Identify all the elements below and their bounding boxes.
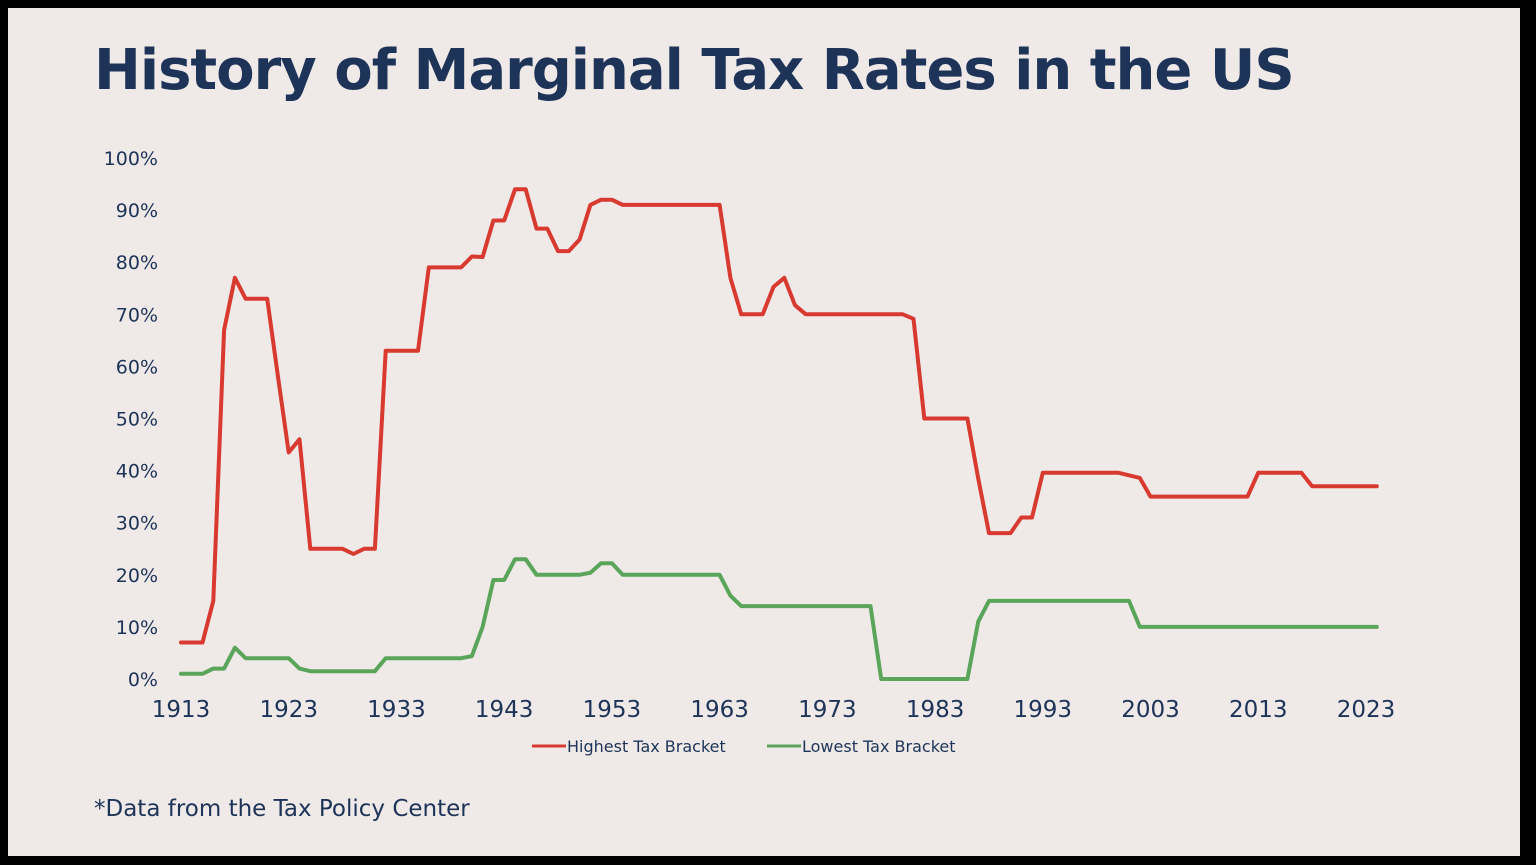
x-tick-label: 1963 (690, 697, 749, 723)
y-tick-label: 40% (116, 461, 158, 483)
x-tick-label: 1983 (906, 697, 965, 723)
series-line-lowest (179, 557, 1379, 681)
legend-label: Highest Tax Bracket (567, 737, 726, 756)
y-tick-label: 0% (128, 669, 158, 691)
legend-label: Lowest Tax Bracket (802, 737, 956, 756)
x-tick-label: 1913 (152, 697, 211, 723)
x-tick-label: 2003 (1121, 697, 1180, 723)
x-tick-label: 1943 (475, 697, 534, 723)
x-tick-label: 1923 (259, 697, 318, 723)
y-axis-ticks: 0% 10% 20% 30% 40% 50% 60% 70% 80% 90% 100% (104, 148, 158, 691)
y-tick-label: 60% (116, 356, 158, 378)
y-tick-label: 70% (116, 304, 158, 326)
x-tick-label: 2013 (1229, 697, 1288, 723)
chart-legend: Highest Tax Bracket Lowest Tax Bracket (532, 737, 956, 756)
x-axis-ticks: 1913 1923 1933 1943 1953 1963 1973 1983 1993 2003… (152, 697, 1396, 723)
x-tick-label: 1973 (798, 697, 857, 723)
y-tick-label: 10% (116, 617, 158, 639)
x-tick-label: 1953 (583, 697, 642, 723)
x-tick-label: 2023 (1337, 697, 1396, 723)
series-line-highest (179, 187, 1379, 645)
y-tick-label: 20% (116, 565, 158, 587)
y-tick-label: 90% (116, 200, 158, 222)
data-source-footnote: *Data from the Tax Policy Center (94, 796, 470, 822)
y-tick-label: 50% (116, 409, 158, 431)
slide-frame: History of Marginal Tax Rates in the US … (8, 8, 1520, 856)
x-tick-label: 1993 (1014, 697, 1073, 723)
x-tick-label: 1933 (367, 697, 426, 723)
chart-title: History of Marginal Tax Rates in the US (94, 38, 1295, 103)
y-tick-label: 80% (116, 252, 158, 274)
y-tick-label: 30% (116, 513, 158, 535)
series-lines (179, 187, 1379, 681)
y-tick-label: 100% (104, 148, 158, 170)
